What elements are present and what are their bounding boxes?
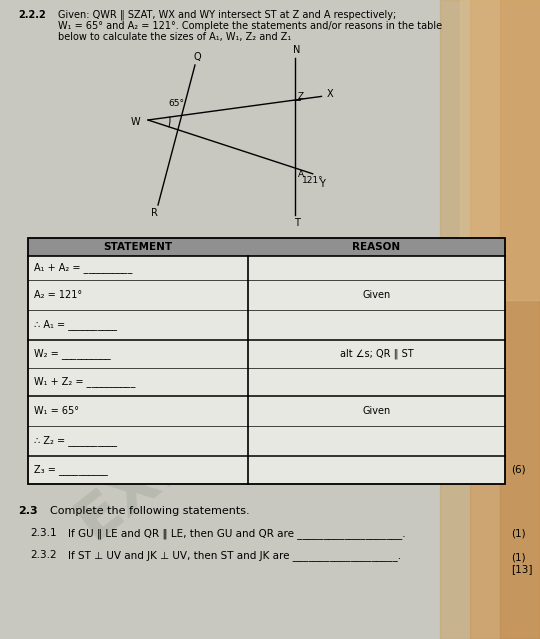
Text: N: N <box>293 45 301 55</box>
Text: Q: Q <box>193 52 201 62</box>
Text: STATEMENT: STATEMENT <box>104 242 173 252</box>
Text: W: W <box>130 117 140 127</box>
Text: REASON: REASON <box>353 242 401 252</box>
Text: Z: Z <box>298 92 304 101</box>
Text: ∴ Z₂ = __________: ∴ Z₂ = __________ <box>34 436 117 447</box>
Text: Z₃ = __________: Z₃ = __________ <box>34 465 108 475</box>
Text: Given: QWR ‖ SZAT, WX and WY intersect ST at Z and A respectively;: Given: QWR ‖ SZAT, WX and WY intersect S… <box>58 10 396 20</box>
Text: Given: Given <box>362 290 390 300</box>
Text: R: R <box>151 208 158 218</box>
Text: 2.3.2: 2.3.2 <box>30 550 57 560</box>
Bar <box>440 0 540 639</box>
Bar <box>470 0 540 639</box>
Text: If ST ⊥ UV and JK ⊥ UV, then ST and JK are ____________________.: If ST ⊥ UV and JK ⊥ UV, then ST and JK a… <box>68 550 401 561</box>
Text: Given: Given <box>362 406 390 416</box>
Bar <box>500 0 540 639</box>
Text: (6): (6) <box>511 465 525 475</box>
Text: EXEMPLAR: EXEMPLAR <box>66 278 394 552</box>
Bar <box>460 0 540 300</box>
Text: 121°: 121° <box>302 176 323 185</box>
Bar <box>28 368 505 396</box>
Bar <box>28 340 505 368</box>
Text: A₁ + A₂ = __________: A₁ + A₂ = __________ <box>34 263 132 273</box>
Text: below to calculate the sizes of A₁, W₁, Z₂ and Z₁: below to calculate the sizes of A₁, W₁, … <box>58 32 291 42</box>
Bar <box>28 238 505 484</box>
Text: W₁ = 65° and A₂ = 121°. Complete the statements and/or reasons in the table: W₁ = 65° and A₂ = 121°. Complete the sta… <box>58 21 442 31</box>
Text: 2.2.2: 2.2.2 <box>18 10 46 20</box>
Bar <box>28 396 505 426</box>
Text: (1): (1) <box>511 552 525 562</box>
Text: W₁ = 65°: W₁ = 65° <box>34 406 79 416</box>
Text: [13]: [13] <box>511 564 532 574</box>
Text: ∴ A₁ = __________: ∴ A₁ = __________ <box>34 320 117 330</box>
Bar <box>28 456 505 484</box>
Text: 2.3.1: 2.3.1 <box>30 528 57 538</box>
Bar <box>28 238 505 256</box>
Text: T: T <box>294 218 300 228</box>
Text: A₂ = 121°: A₂ = 121° <box>34 290 82 300</box>
Bar <box>28 310 505 340</box>
Text: If GU ‖ LE and QR ‖ LE, then GU and QR are ____________________.: If GU ‖ LE and QR ‖ LE, then GU and QR a… <box>68 528 406 539</box>
Text: W₁ + Z₂ = __________: W₁ + Z₂ = __________ <box>34 376 136 387</box>
Text: A: A <box>298 170 304 179</box>
Bar <box>28 426 505 456</box>
Text: 2.3: 2.3 <box>18 506 38 516</box>
Bar <box>28 280 505 310</box>
Text: 65°: 65° <box>168 100 184 109</box>
Text: alt ∠s; QR ‖ ST: alt ∠s; QR ‖ ST <box>340 349 413 359</box>
Text: W₂ = __________: W₂ = __________ <box>34 348 111 360</box>
Text: Complete the following statements.: Complete the following statements. <box>50 506 249 516</box>
Text: Y: Y <box>319 179 325 189</box>
Text: (1): (1) <box>511 529 525 539</box>
Text: X: X <box>327 89 334 99</box>
Bar <box>28 256 505 280</box>
